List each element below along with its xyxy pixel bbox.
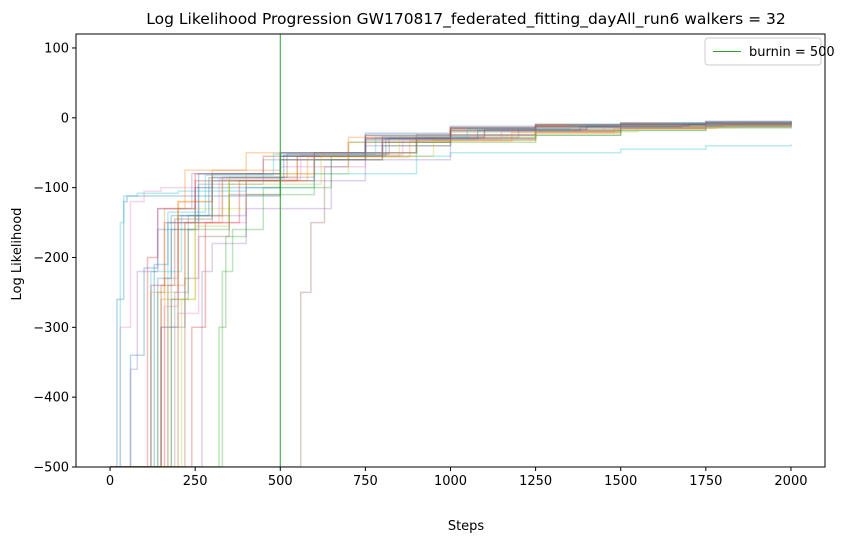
x-tick-label: 250 [183, 474, 208, 489]
walker-series-line [110, 123, 792, 467]
x-tick-label: 1500 [604, 474, 637, 489]
walker-series-line [110, 122, 792, 467]
plot-area [110, 34, 792, 467]
walker-series-line [110, 123, 792, 467]
walker-series-line [110, 121, 792, 467]
walker-series-line [110, 122, 792, 467]
y-tick-label: −200 [33, 251, 69, 266]
legend: burnin = 500 [704, 37, 835, 66]
walker-series-line [110, 124, 792, 467]
walker-series-line [110, 121, 792, 467]
walker-series-line [110, 122, 792, 467]
x-tick-label: 1250 [519, 474, 552, 489]
walker-series-line [110, 121, 792, 467]
y-tick-label: 100 [44, 41, 69, 56]
walker-series-line [110, 126, 792, 467]
walker-series-line [110, 123, 792, 467]
walker-series-line [110, 122, 792, 467]
walker-series-line [110, 121, 792, 467]
walker-series-line [110, 124, 792, 467]
x-tick-label: 500 [268, 474, 293, 489]
y-axis-label: Log Likelihood [10, 208, 25, 301]
walker-series-line [110, 122, 792, 467]
walker-series-line [110, 122, 792, 467]
walker-series-line [110, 122, 792, 467]
walker-series-line [110, 124, 792, 467]
y-tick-label: −300 [33, 321, 69, 336]
x-tick-label: 1000 [434, 474, 467, 489]
walker-series-line [110, 124, 792, 467]
y-tick-label: −500 [33, 461, 69, 476]
walker-series-line [110, 144, 792, 467]
legend-burnin-label: burnin = 500 [749, 45, 835, 60]
x-tick-label: 750 [353, 474, 378, 489]
walker-series-line [110, 122, 792, 467]
x-tick-label: 1750 [689, 474, 722, 489]
x-tick-label: 2000 [774, 474, 807, 489]
walker-series-line [110, 124, 792, 467]
walker-series-line [110, 120, 792, 467]
walker-series-line [110, 123, 792, 467]
legend-box [704, 37, 822, 66]
axes: 0 250 500 750 1000 1250 1500 1750 20001000−100−2… [33, 33, 826, 489]
x-axis-label: Steps [448, 519, 485, 534]
walker-series-line [110, 124, 792, 467]
y-tick-label: −100 [33, 181, 69, 196]
chart-title: Log Likelihood Progression GW170817_fede… [146, 10, 785, 29]
walker-series-line [110, 126, 792, 467]
x-tick-label: 0 [106, 474, 114, 489]
walker-series-line [110, 121, 792, 467]
y-tick-label: −400 [33, 391, 69, 406]
y-tick-label: 0 [61, 111, 69, 126]
walker-series-line [110, 122, 792, 467]
walker-series-line [110, 121, 792, 467]
walker-series-line [110, 123, 792, 467]
